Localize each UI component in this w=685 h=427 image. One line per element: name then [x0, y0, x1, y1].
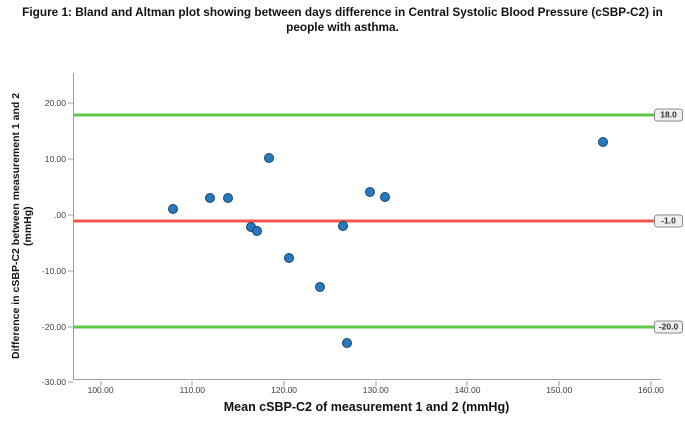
y-tick-label: .00	[54, 209, 66, 220]
x-tick-label: 160.00	[637, 385, 664, 395]
y-tick-mark	[68, 381, 73, 383]
x-axis-title: Mean cSBP-C2 of measurement 1 and 2 (mmH…	[223, 400, 510, 414]
y-tick-label: -30.00	[41, 377, 66, 388]
x-tick-label: 130.00	[362, 385, 389, 395]
x-tick-label: 150.00	[546, 385, 573, 395]
reference-line-label-lower-limit-of-agreement: -20.0	[654, 320, 683, 334]
reference-line-upper-limit-of-agreement	[74, 113, 655, 117]
y-tick-label: -20.00	[41, 321, 66, 332]
y-tick-label: 20.00	[44, 98, 66, 109]
x-tick-label: 100.00	[87, 385, 114, 395]
x-tick-label: 120.00	[271, 385, 298, 395]
x-tick-mark	[283, 381, 285, 386]
x-tick-mark	[650, 381, 652, 386]
y-tick-mark	[68, 270, 73, 272]
y-tick-label: -10.00	[41, 265, 66, 276]
data-point	[264, 153, 275, 164]
data-point	[251, 226, 262, 237]
y-tick-mark	[68, 214, 73, 216]
x-tick-mark	[191, 381, 193, 386]
reference-line-label-mean-difference: -1.0	[654, 214, 683, 228]
reference-line-label-upper-limit-of-agreement: 18.0	[654, 108, 683, 122]
data-point	[365, 187, 376, 198]
reference-line-lower-limit-of-agreement	[74, 325, 655, 329]
data-point	[379, 192, 390, 203]
data-point	[337, 220, 348, 231]
x-tick-mark	[100, 381, 102, 386]
data-point	[283, 252, 294, 263]
x-tick-mark	[375, 381, 377, 386]
y-tick-mark	[68, 326, 73, 328]
data-point	[598, 136, 609, 147]
plot-area: 20.00 10.00 .00 -10.00 -20.00 -30.00 100.00 110…	[42, 73, 683, 395]
x-tick-mark	[466, 381, 468, 386]
data-point	[204, 193, 215, 204]
y-axis-title: Difference in cSBP-C2 between measuremen…	[9, 92, 34, 360]
data-point	[314, 281, 325, 292]
y-tick-label: 10.00	[44, 154, 66, 165]
data-point	[223, 193, 234, 204]
x-tick-label: 140.00	[454, 385, 481, 395]
x-tick-mark	[558, 381, 560, 386]
data-point	[168, 204, 179, 215]
y-tick-mark	[68, 158, 73, 160]
figure-title: Figure 1: Bland and Altman plot showing …	[22, 5, 663, 35]
reference-line-mean-difference	[74, 219, 655, 223]
x-tick-label: 110.00	[179, 385, 205, 395]
data-point	[342, 338, 353, 349]
y-tick-mark	[68, 102, 73, 104]
